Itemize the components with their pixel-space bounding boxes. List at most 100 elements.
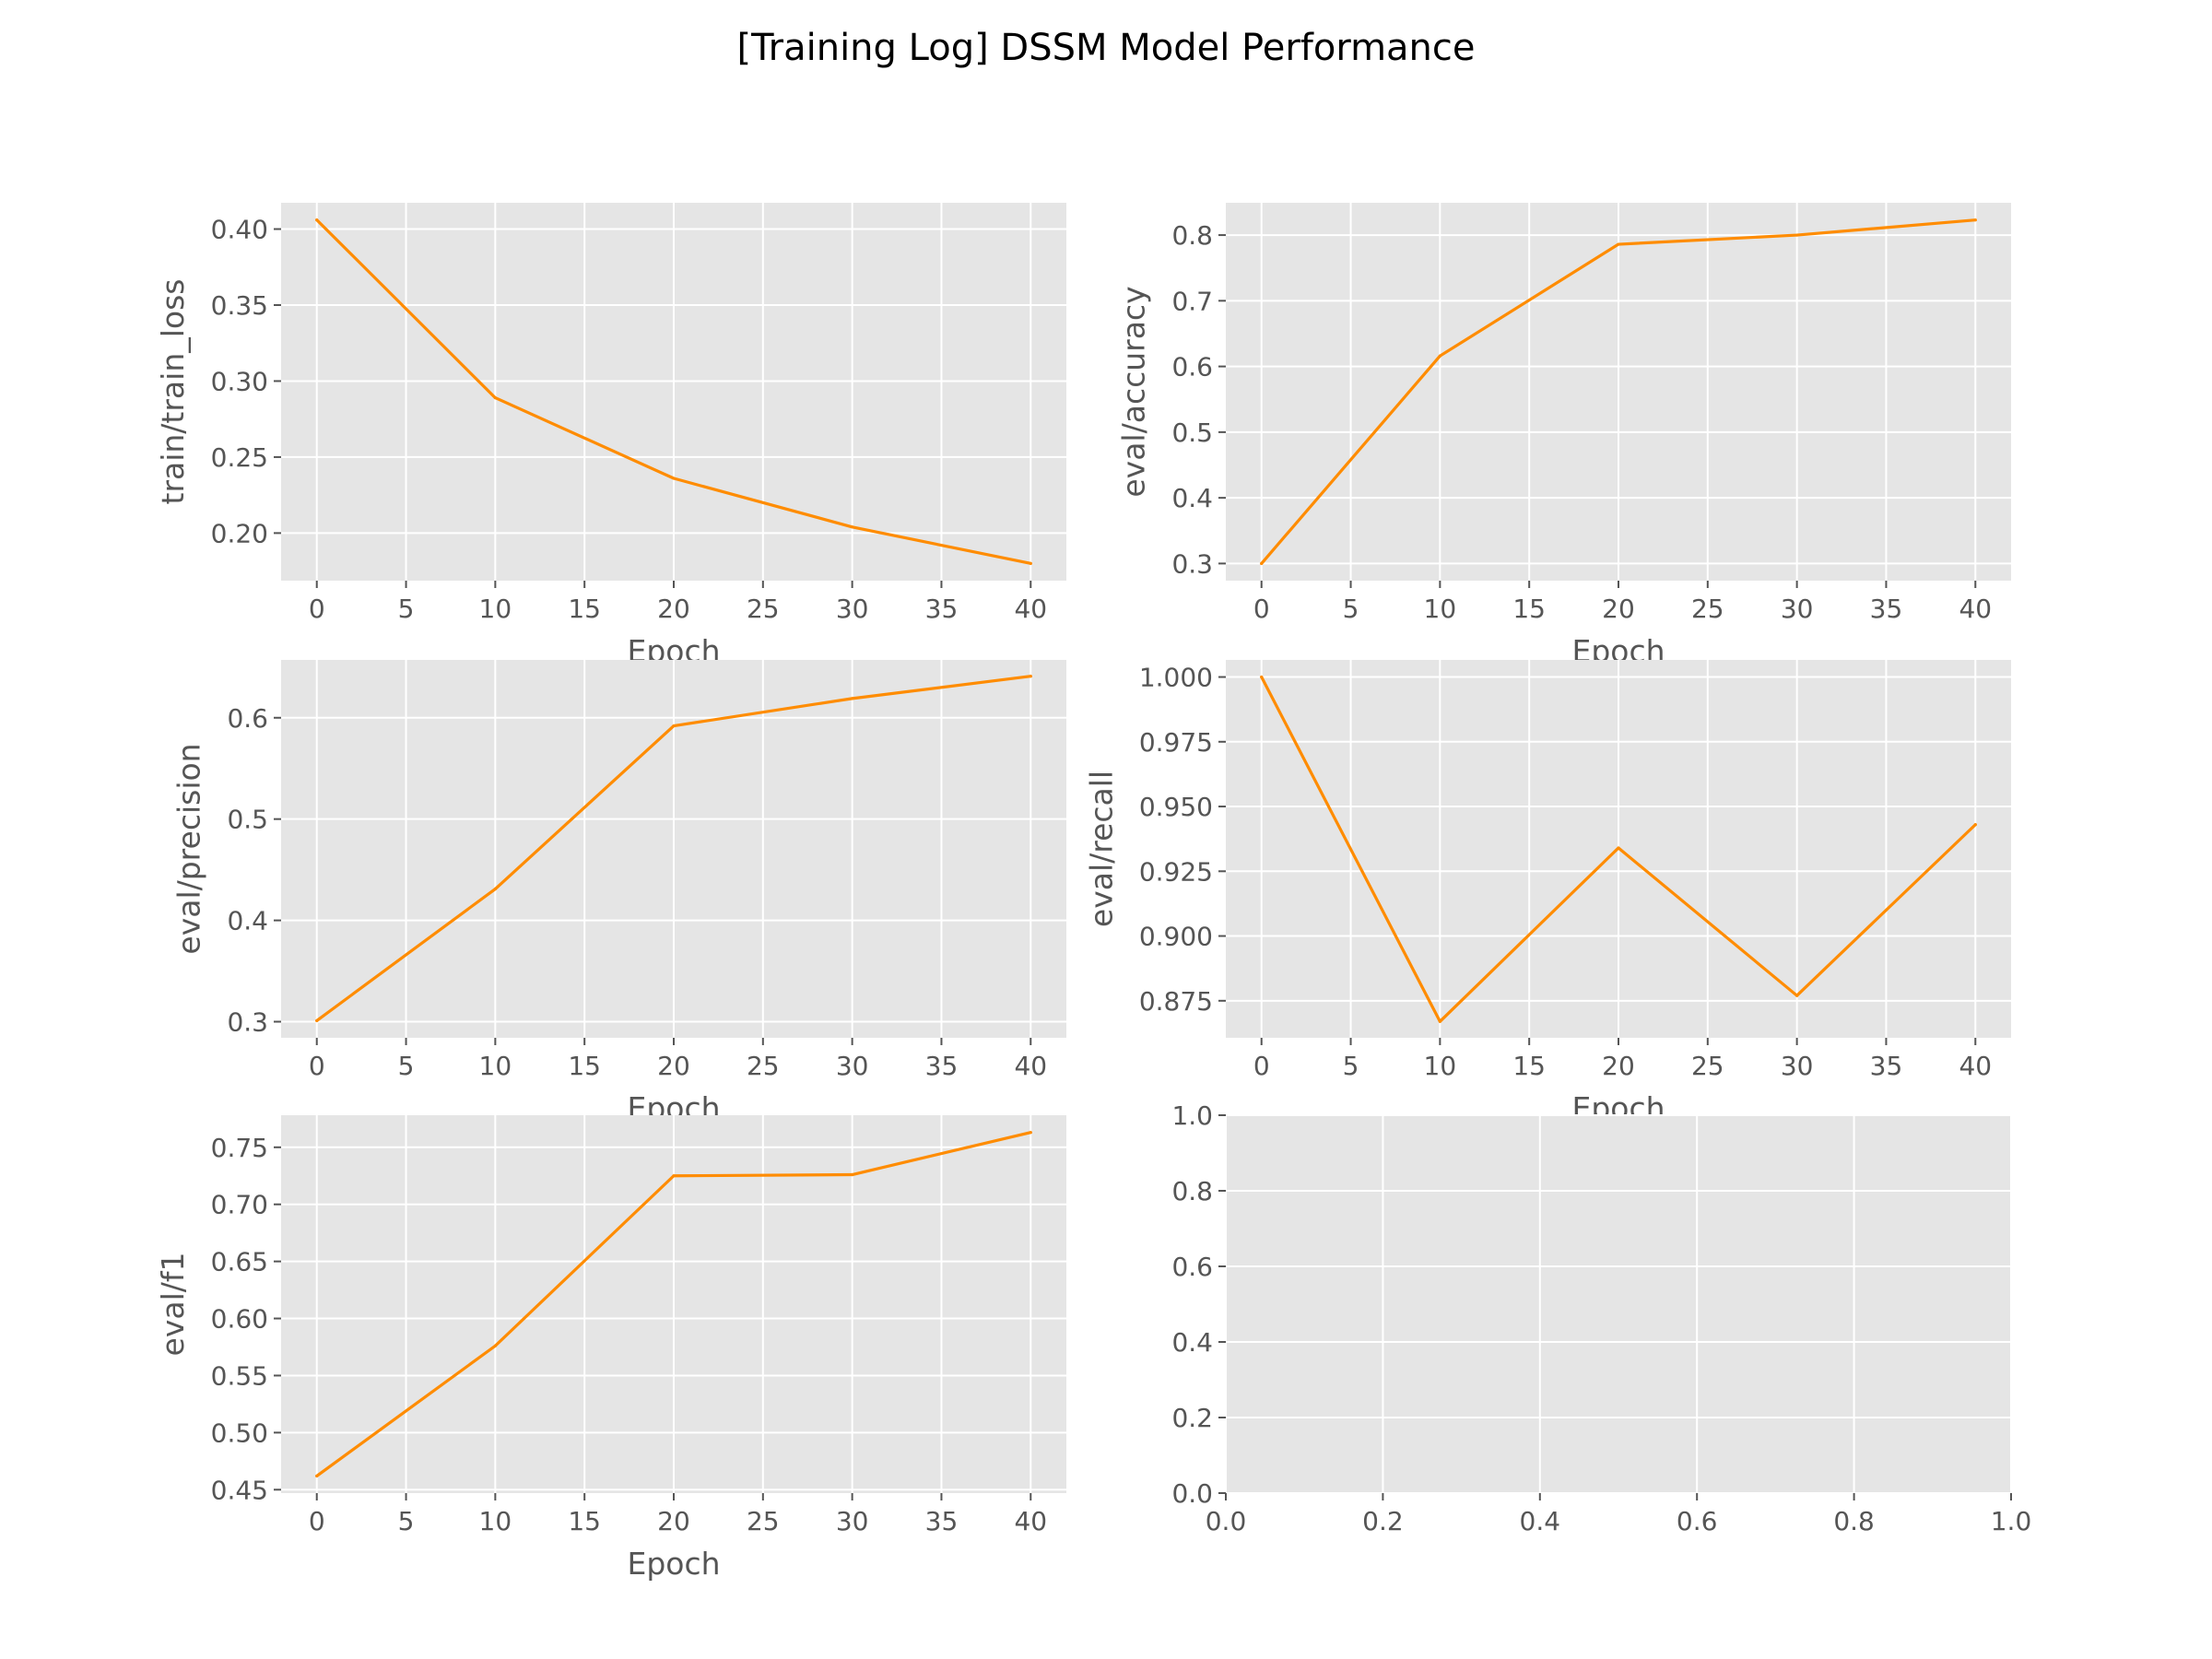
y-axis-label: eval/f1 [155,1253,191,1357]
x-tick-label: 5 [1343,1051,1359,1081]
y-tick-label: 0.875 [1139,986,1213,1017]
data-point [1973,823,1977,827]
x-tick-label: 30 [836,594,869,624]
x-tick-label: 15 [568,594,601,624]
data-point [315,1474,319,1478]
x-tick-label: 20 [657,1506,690,1536]
y-tick-label: 0.65 [211,1247,268,1277]
subplot-1: 0 5 10 15 20 25 30 35 400.200.250.300.350.40Epoc… [155,203,1066,669]
subplot-5: 0 5 10 15 20 25 30 35 40 0.45 0.50 0.55 0.60 0.65 0.70… [155,1115,1066,1582]
x-tick-label: 10 [1424,1051,1457,1081]
y-tick-label: 0.25 [211,442,268,473]
x-tick-label: 40 [1014,1051,1047,1081]
x-tick-label: 5 [398,1051,415,1081]
y-axis-label: eval/recall [1084,771,1120,927]
x-tick-label: 20 [1602,594,1635,624]
x-tick-label: 0 [1253,594,1270,624]
x-tick-label: 20 [657,1051,690,1081]
x-tick-label: 40 [1959,1051,1992,1081]
data-point [493,395,497,400]
y-tick-label: 0.950 [1139,792,1213,822]
y-axis-label: eval/accuracy [1116,286,1152,497]
x-tick-label: 10 [479,594,512,624]
data-point [1438,354,1441,358]
data-point [672,477,676,480]
x-tick-label: 25 [747,1506,780,1536]
y-tick-label: 0.50 [211,1418,268,1448]
data-point [672,1174,676,1178]
x-tick-label: 5 [398,1506,415,1536]
x-tick-label: 20 [1602,1051,1635,1081]
x-tick-label: 40 [1014,594,1047,624]
y-tick-label: 0.70 [211,1190,268,1220]
data-point [1795,233,1799,237]
x-tick-label: 30 [836,1506,869,1536]
x-tick-label: 10 [1424,594,1457,624]
y-tick-label: 0.5 [1171,418,1213,448]
data-point [672,724,676,728]
x-tick-label: 30 [1781,594,1814,624]
y-tick-label: 0.8 [1171,1176,1213,1206]
x-tick-label: 15 [1512,594,1546,624]
y-tick-label: 0.20 [211,518,268,548]
data-point [315,218,319,222]
x-tick-label: 25 [1691,1051,1724,1081]
y-tick-label: 0.900 [1139,922,1213,952]
plot-area [1226,1115,2011,1493]
x-tick-label: 35 [1870,1051,1903,1081]
y-tick-label: 0.0 [1171,1478,1213,1509]
y-tick-label: 0.8 [1171,220,1213,251]
data-point [1029,675,1032,678]
y-tick-label: 1.0 [1171,1100,1213,1131]
x-tick-label: 5 [1343,594,1359,624]
x-tick-label: 35 [925,594,959,624]
x-tick-label: 35 [925,1506,959,1536]
x-tick-label: 0 [309,594,325,624]
y-tick-label: 0.40 [211,215,268,245]
data-point [851,697,854,700]
data-point [1795,994,1799,997]
y-tick-label: 0.5 [227,805,268,835]
data-point [1260,675,1264,679]
data-point [1438,1019,1441,1023]
y-tick-label: 0.925 [1139,856,1213,887]
data-point [493,1344,497,1347]
x-tick-label: 25 [747,594,780,624]
y-tick-label: 0.3 [1171,548,1213,579]
y-tick-label: 0.30 [211,366,268,396]
x-tick-label: 25 [1691,594,1724,624]
x-tick-label: 30 [1781,1051,1814,1081]
x-tick-label: 0 [1253,1051,1270,1081]
y-tick-label: 0.6 [1171,1252,1213,1282]
x-tick-label: 15 [1512,1051,1546,1081]
x-tick-label: 0 [309,1506,325,1536]
subplot-3: 0 5 10 15 20 25 30 35 400.30.40.50.6Epocheval/pr… [171,660,1066,1126]
y-tick-label: 0.3 [227,1007,268,1038]
data-point [851,1172,854,1177]
y-tick-label: 0.6 [227,703,268,734]
data-point [1029,1131,1032,1135]
y-tick-label: 0.7 [1171,286,1213,316]
y-tick-label: 0.2 [1171,1403,1213,1433]
data-point [1617,242,1620,246]
data-point [851,525,854,529]
x-tick-label: 20 [657,594,690,624]
y-tick-label: 0.55 [211,1360,268,1391]
x-tick-label: 0.2 [1362,1506,1404,1536]
x-tick-label: 0.6 [1677,1506,1718,1536]
y-axis-label: train/train_loss [155,279,191,505]
figure-title: [Training Log] DSSM Model Performance [736,27,1475,69]
x-tick-label: 35 [1870,594,1903,624]
x-tick-label: 10 [479,1051,512,1081]
x-tick-label: 0 [309,1051,325,1081]
x-axis-label: Epoch [627,1546,720,1582]
y-tick-label: 0.60 [211,1304,268,1335]
subplot-4: 0 5 10 15 20 25 30 35 40 0.875 0.900 0.925 0.950 0.97… [1084,660,2011,1126]
x-tick-label: 25 [747,1051,780,1081]
y-tick-label: 0.35 [211,290,268,321]
data-point [1617,846,1620,850]
y-tick-label: 0.45 [211,1475,268,1505]
y-tick-label: 0.6 [1171,352,1213,382]
y-tick-label: 0.75 [211,1133,268,1163]
